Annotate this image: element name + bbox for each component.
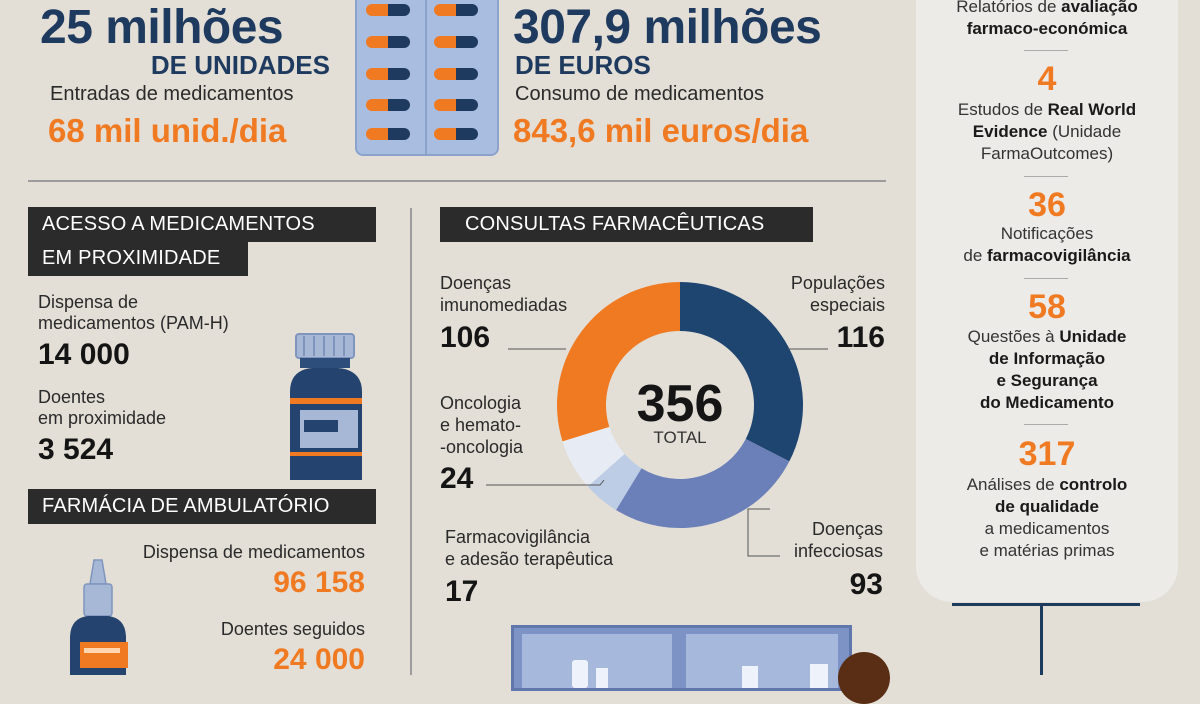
panel-qc-line2: de qualidade bbox=[995, 497, 1099, 516]
proximity-label-2: em proximidade bbox=[38, 408, 167, 428]
infec-label-2: infecciosas bbox=[793, 541, 883, 561]
column-divider bbox=[410, 208, 412, 675]
units-rate: 68 mil unid./dia bbox=[48, 112, 287, 149]
pill-capsule bbox=[434, 36, 478, 48]
panel-qc-line3: a medicamentos bbox=[984, 519, 1110, 538]
panel-divider bbox=[1024, 278, 1068, 279]
proximity-label-1: Doentes bbox=[38, 387, 106, 407]
panel-rwe-line1: Estudos de Real World bbox=[957, 100, 1137, 119]
panel-divider bbox=[1024, 50, 1068, 51]
farma-label-2: e adesão terapêutica bbox=[445, 549, 614, 569]
indicators-panel bbox=[916, 0, 1178, 602]
infec-label-1: Doenças bbox=[811, 519, 883, 539]
panel-notif-line2: de farmacovigilância bbox=[963, 246, 1131, 265]
medicine-bottle-icon bbox=[290, 333, 362, 480]
infec-value: 93 bbox=[849, 568, 883, 601]
pamh-label-1: Dispensa de bbox=[38, 292, 139, 312]
onco-label-2: e hemato- bbox=[440, 415, 522, 435]
popul-value: 116 bbox=[836, 321, 885, 354]
panel-questions-line3: e Segurança bbox=[996, 371, 1098, 390]
donut-slice bbox=[562, 426, 625, 487]
donut-slice bbox=[557, 282, 680, 442]
units-label: Entradas de medicamentos bbox=[50, 83, 294, 105]
panel-notif-value: 36 bbox=[1028, 186, 1066, 224]
pharmacy-shelf-illustration bbox=[511, 625, 852, 691]
panel-questions-line4: do Medicamento bbox=[979, 393, 1115, 412]
onco-value: 24 bbox=[440, 462, 474, 495]
pill-capsule bbox=[366, 36, 410, 48]
euros-rate: 843,6 mil euros/dia bbox=[513, 112, 809, 149]
panel-qc-line1: Análises de controlo bbox=[966, 475, 1128, 494]
panel-questions-line1: Questões à Unidade bbox=[967, 327, 1127, 346]
farma-label-1: Farmacovigilância bbox=[445, 527, 591, 547]
consultas-donut-chart bbox=[557, 282, 803, 528]
pill-capsule bbox=[366, 99, 410, 111]
ambulatorio-doentes-label: Doentes seguidos bbox=[220, 619, 365, 639]
donut-total: 356 bbox=[636, 375, 724, 433]
panel-qc-value: 317 bbox=[1018, 435, 1076, 473]
euros-total: 307,9 milhões bbox=[513, 1, 822, 54]
pamh-label-2: medicamentos (PAM-H) bbox=[38, 313, 229, 333]
donut-slice bbox=[680, 282, 803, 462]
onco-label-3: -oncologia bbox=[440, 437, 524, 457]
imuno-label-2: imunomediadas bbox=[440, 295, 568, 315]
acesso-header-line1: ACESSO A MEDICAMENTOS bbox=[28, 207, 376, 242]
pamh-value: 14 000 bbox=[38, 338, 130, 371]
pill-capsule bbox=[366, 68, 410, 80]
panel-stand-pole bbox=[1040, 606, 1043, 675]
panel-questions-value: 58 bbox=[1028, 288, 1066, 326]
ambulatorio-dispensa-value: 96 158 bbox=[273, 566, 365, 599]
panel-rwe-line2: Evidence (Unidade bbox=[972, 122, 1122, 141]
popul-label-2: especiais bbox=[809, 295, 885, 315]
ambulatorio-doentes-value: 24 000 bbox=[273, 643, 365, 676]
section-divider bbox=[28, 180, 886, 182]
imuno-value: 106 bbox=[440, 321, 491, 354]
ambulatorio-dispensa-label: Dispensa de medicamentos bbox=[142, 542, 365, 562]
pharmacist-head-icon bbox=[838, 652, 890, 704]
donut-slice bbox=[616, 438, 790, 528]
panel-row1-line1: Relatórios de avaliação bbox=[956, 0, 1138, 16]
panel-divider bbox=[1024, 424, 1068, 425]
pill-capsule bbox=[366, 128, 410, 140]
units-unit: DE UNIDADES bbox=[150, 50, 330, 80]
euros-unit: DE EUROS bbox=[515, 50, 651, 80]
imuno-label-1: Doenças bbox=[440, 273, 512, 293]
pill-capsule bbox=[434, 68, 478, 80]
pill-capsule bbox=[366, 4, 410, 16]
ambulatorio-header: FARMÁCIA DE AMBULATÓRIO bbox=[28, 489, 376, 524]
donut-slice bbox=[587, 453, 642, 511]
panel-divider bbox=[1024, 176, 1068, 177]
panel-stand-bar bbox=[952, 603, 1140, 606]
panel-rwe-value: 4 bbox=[1037, 60, 1057, 98]
consultas-header: CONSULTAS FARMACÊUTICAS bbox=[440, 207, 813, 242]
leader-lines bbox=[486, 348, 828, 557]
units-total: 25 milhões bbox=[40, 1, 284, 54]
euros-label: Consumo de medicamentos bbox=[515, 83, 765, 105]
panel-notif-line1: Notificações bbox=[1000, 224, 1094, 243]
panel-row1-line2: farmaco-económica bbox=[966, 19, 1128, 38]
farma-value: 17 bbox=[445, 575, 479, 608]
onco-label-1: Oncologia bbox=[440, 393, 522, 413]
donut-total-label: TOTAL bbox=[653, 428, 707, 447]
panel-rwe-line3: FarmaOutcomes) bbox=[980, 144, 1114, 163]
pill-capsule bbox=[434, 128, 478, 140]
dropper-bottle-icon bbox=[70, 559, 128, 675]
pill-capsule bbox=[434, 4, 478, 16]
panel-qc-line4: e matérias primas bbox=[979, 541, 1115, 560]
panel-questions-line2: de Informação bbox=[988, 349, 1106, 368]
proximity-value: 3 524 bbox=[38, 433, 114, 466]
acesso-header-line2: EM PROXIMIDADE bbox=[28, 241, 248, 276]
pill-capsule bbox=[434, 99, 478, 111]
popul-label-1: Populações bbox=[790, 273, 885, 293]
